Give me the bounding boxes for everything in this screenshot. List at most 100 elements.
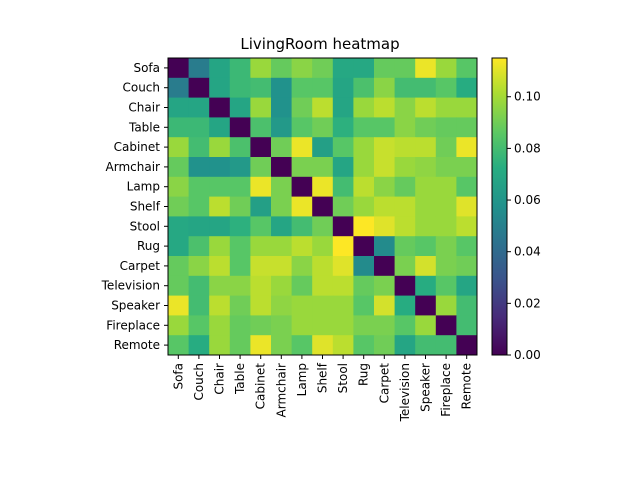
heatmap-cell (291, 295, 313, 316)
heatmap-cell (353, 157, 375, 178)
heatmap-cell (353, 117, 375, 138)
heatmap-cell (394, 196, 416, 217)
heatmap-cell (374, 275, 395, 296)
heatmap-cell (209, 117, 231, 138)
heatmap-cell (353, 315, 375, 336)
heatmap-cell (435, 196, 457, 217)
heatmap-cell (456, 77, 478, 98)
x-tick-label: Fireplace (439, 363, 453, 417)
heatmap-cell (291, 137, 313, 158)
heatmap-cell (353, 58, 375, 79)
heatmap-cell (435, 77, 457, 98)
heatmap-cell (374, 117, 395, 138)
heatmap-cell (168, 275, 189, 296)
heatmap-cell (168, 256, 189, 277)
heatmap-cell (229, 157, 251, 178)
heatmap-cell (250, 236, 272, 257)
heatmap-cell (415, 157, 437, 178)
heatmap-cell (332, 77, 354, 98)
heatmap-cell (332, 58, 354, 79)
heatmap-cell (209, 216, 231, 237)
heatmap-cell (168, 157, 189, 178)
heatmap-cell (168, 176, 189, 197)
heatmap-cell (456, 295, 478, 316)
y-tick-label: Armchair (106, 160, 161, 174)
heatmap-cell (312, 275, 334, 296)
x-tick-label: Chair (213, 363, 227, 395)
heatmap-cell (394, 335, 416, 356)
heatmap-cell (168, 77, 189, 98)
y-tick-label: Couch (122, 81, 160, 95)
y-tick-label: Lamp (127, 180, 160, 194)
heatmap-cell (394, 236, 416, 257)
heatmap-cell (374, 176, 395, 197)
heatmap-cell (168, 137, 189, 158)
colorbar-tick-label: 0.04 (514, 245, 541, 259)
heatmap-cell (209, 256, 231, 277)
heatmap-cell (250, 256, 272, 277)
heatmap-cell (312, 236, 334, 257)
heatmap-cell (332, 176, 354, 197)
heatmap-cell (291, 157, 313, 178)
heatmap-cell (271, 157, 292, 178)
heatmap-cell (188, 335, 210, 356)
heatmap-cell (250, 315, 272, 336)
x-tick-label: Speaker (419, 363, 433, 412)
heatmap-cell (168, 196, 189, 217)
heatmap-cell (209, 236, 231, 257)
heatmap-cell (394, 275, 416, 296)
heatmap-cell (291, 77, 313, 98)
heatmap-cell (209, 315, 231, 336)
heatmap-cell (374, 236, 395, 257)
heatmap-cell (415, 295, 437, 316)
heatmap-cell (209, 176, 231, 197)
heatmap-cell (374, 335, 395, 356)
heatmap-cell (353, 216, 375, 237)
heatmap-cell (291, 97, 313, 118)
heatmap-cell (250, 77, 272, 98)
heatmap-cell (291, 315, 313, 336)
heatmap-cell (456, 236, 478, 257)
heatmap-cell (312, 58, 334, 79)
heatmap-cell (332, 157, 354, 178)
heatmap-cell (456, 335, 478, 356)
y-tick-label: Rug (137, 239, 160, 253)
heatmap-cell (291, 335, 313, 356)
heatmap-cell (332, 236, 354, 257)
heatmap-cell (271, 295, 292, 316)
heatmap-cell (271, 216, 292, 237)
heatmap-cell (435, 117, 457, 138)
x-tick-label: Shelf (316, 362, 330, 393)
heatmap-cell (250, 176, 272, 197)
heatmap-cell (209, 335, 231, 356)
heatmap-cell (271, 275, 292, 296)
heatmap-cell (374, 216, 395, 237)
heatmap-cell (394, 216, 416, 237)
heatmap-cell (374, 77, 395, 98)
colorbar-tick-label: 0.02 (514, 296, 541, 310)
heatmap-cell (188, 256, 210, 277)
heatmap-cell (353, 97, 375, 118)
heatmap-cell (332, 315, 354, 336)
heatmap-cell (415, 117, 437, 138)
heatmap-cell (312, 315, 334, 336)
heatmap-cell (209, 58, 231, 79)
heatmap-cell (374, 196, 395, 217)
heatmap-cell (291, 58, 313, 79)
heatmap-cell (456, 137, 478, 158)
heatmap-cell (353, 77, 375, 98)
heatmap-cell (456, 196, 478, 217)
x-tick-label: Remote (460, 363, 474, 409)
heatmap-cell (435, 295, 457, 316)
heatmap-cell (250, 335, 272, 356)
heatmap-cell (250, 137, 272, 158)
heatmap-cell (415, 236, 437, 257)
x-tick-label: Table (233, 363, 247, 395)
heatmap-cell (353, 196, 375, 217)
heatmap-cell (353, 137, 375, 158)
heatmap-cell (271, 196, 292, 217)
heatmap-frame (167, 57, 478, 356)
x-tick-label: Sofa (171, 363, 185, 390)
heatmap-cells (168, 58, 478, 356)
heatmap-cell (394, 157, 416, 178)
